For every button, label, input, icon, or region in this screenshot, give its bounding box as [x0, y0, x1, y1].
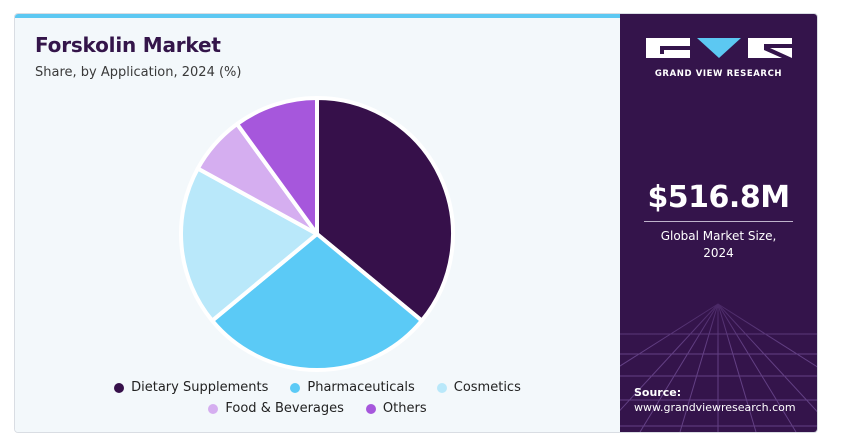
- legend-item: Cosmetics: [436, 380, 521, 395]
- legend-dot-icon: [114, 382, 125, 393]
- legend-item: Dietary Supplements: [114, 380, 268, 395]
- brand-name: GRAND VIEW RESEARCH: [654, 69, 783, 79]
- legend-dot-icon: [436, 382, 447, 393]
- legend-dot-icon: [208, 403, 219, 414]
- market-size-value: $516.8M: [647, 180, 790, 215]
- pie-slice-others: [235, 96, 319, 236]
- legend-label: Dietary Supplements: [131, 380, 269, 395]
- legend-row: Dietary Supplements Pharmaceuticals Cosmet…: [15, 377, 620, 398]
- infographic-card: Forskolin Market Share, by Application, …: [14, 13, 818, 433]
- chart-panel: Forskolin Market Share, by Application, …: [15, 14, 620, 432]
- legend-item: Pharmaceuticals: [290, 380, 415, 395]
- legend-label: Pharmaceuticals: [307, 380, 415, 395]
- chart-legend: Dietary Supplements Pharmaceuticals Cosmet…: [15, 377, 620, 419]
- chart-subtitle: Share, by Application, 2024 (%): [35, 65, 242, 80]
- pie-slice-cosmetics: [179, 166, 319, 323]
- legend-item: Others: [365, 401, 427, 416]
- pie-slice-dietary-supplements: [315, 96, 455, 323]
- gvr-logo-icon: [646, 38, 792, 58]
- legend-label: Food & Beverages: [225, 401, 344, 416]
- accent-bar: [15, 14, 620, 18]
- legend-dot-icon: [365, 403, 376, 414]
- divider: [644, 221, 793, 222]
- legend-dot-icon: [290, 382, 301, 393]
- source-url: www.grandviewresearch.com: [634, 401, 796, 414]
- chart-title: Forskolin Market: [35, 33, 221, 57]
- grid-background: [620, 264, 817, 432]
- market-size-label: Global Market Size, 2024: [620, 228, 817, 262]
- legend-label: Others: [382, 401, 427, 416]
- market-size-label-line2: 2024: [703, 246, 734, 260]
- pie-slice-pharmaceuticals: [210, 232, 424, 372]
- legend-row: Food & Beverages Others: [15, 398, 620, 419]
- legend-label: Cosmetics: [453, 380, 521, 395]
- legend-item: Food & Beverages: [208, 401, 344, 416]
- source-label: Source:: [634, 386, 682, 399]
- pie-chart: [179, 96, 455, 372]
- market-size-label-line1: Global Market Size,: [660, 229, 777, 243]
- source-block: Source: www.grandviewresearch.com: [634, 385, 796, 415]
- summary-sidebar: GRAND VIEW RESEARCH $516.8M Global Marke…: [620, 14, 817, 432]
